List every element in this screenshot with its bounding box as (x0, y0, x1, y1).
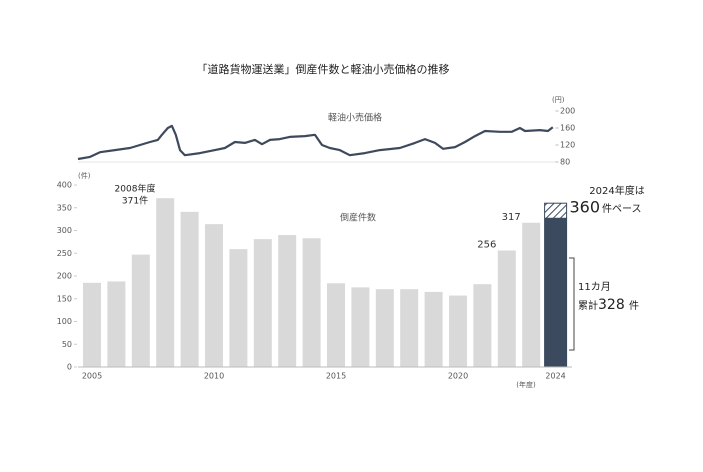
bar (327, 283, 345, 367)
bracket (569, 257, 575, 351)
bar (278, 235, 297, 367)
bar (131, 254, 150, 367)
annotation: 累計 (578, 299, 598, 312)
annotation: 件 (629, 300, 639, 312)
x-tick-label: 2024 (545, 372, 565, 381)
value-label: 317 (502, 212, 521, 223)
line-label: 軽油小売価格 (328, 112, 382, 124)
x-axis-label: (年度) (516, 380, 536, 389)
price-line (77, 124, 554, 161)
chart-title: 「道路貨物運送業」倒産件数と軽油小売価格の推移 (197, 62, 450, 76)
bar (522, 222, 541, 367)
y-tick-label: 250 (57, 249, 72, 258)
y-tick-label: 100 (57, 317, 72, 326)
y-tick-label: 50 (62, 340, 72, 349)
annotation: 2008年度 (115, 183, 156, 195)
x-tick-label: 2015 (326, 372, 346, 381)
y2-tick-label: 160 (560, 124, 575, 133)
x-tick-label: 2020 (448, 372, 468, 381)
bar (449, 295, 467, 367)
value-label: 328 (598, 297, 625, 313)
bar (544, 217, 567, 367)
annotation: 371件 (122, 195, 148, 207)
bar (156, 198, 175, 367)
bar (180, 211, 199, 367)
y2-tick-label: 200 (560, 107, 575, 116)
annotation: 件ペース (602, 203, 642, 215)
annotation: 2024年度は (589, 184, 644, 197)
bar (375, 289, 394, 367)
y2-axis-label: (円) (552, 96, 565, 104)
bar (83, 282, 101, 367)
bar (107, 281, 126, 367)
y2-tick-label: 80 (560, 158, 570, 167)
forecast-label: 360 (569, 198, 600, 217)
bar (497, 250, 516, 367)
y2-tick-label: 120 (560, 141, 575, 150)
y-tick-label: 350 (57, 203, 72, 212)
y-axis-label: (件) (78, 171, 91, 180)
bar (473, 284, 492, 367)
y-tick-label: 200 (57, 272, 72, 281)
y-tick-label: 400 (57, 181, 72, 190)
y-tick-label: 0 (67, 363, 72, 372)
bar (229, 249, 248, 367)
bar (351, 287, 370, 367)
x-tick-label: 2010 (204, 372, 224, 381)
bar (205, 224, 223, 367)
y-tick-label: 300 (57, 226, 72, 235)
annotation: 11カ月 (578, 281, 611, 293)
value-label: 256 (477, 240, 496, 251)
bar (302, 238, 321, 367)
bar (400, 289, 419, 367)
x-tick-label: 2005 (82, 372, 102, 381)
y-tick-label: 150 (57, 294, 72, 303)
bar-label: 倒産件数 (340, 212, 376, 224)
bar (424, 291, 443, 367)
bar (253, 239, 272, 367)
